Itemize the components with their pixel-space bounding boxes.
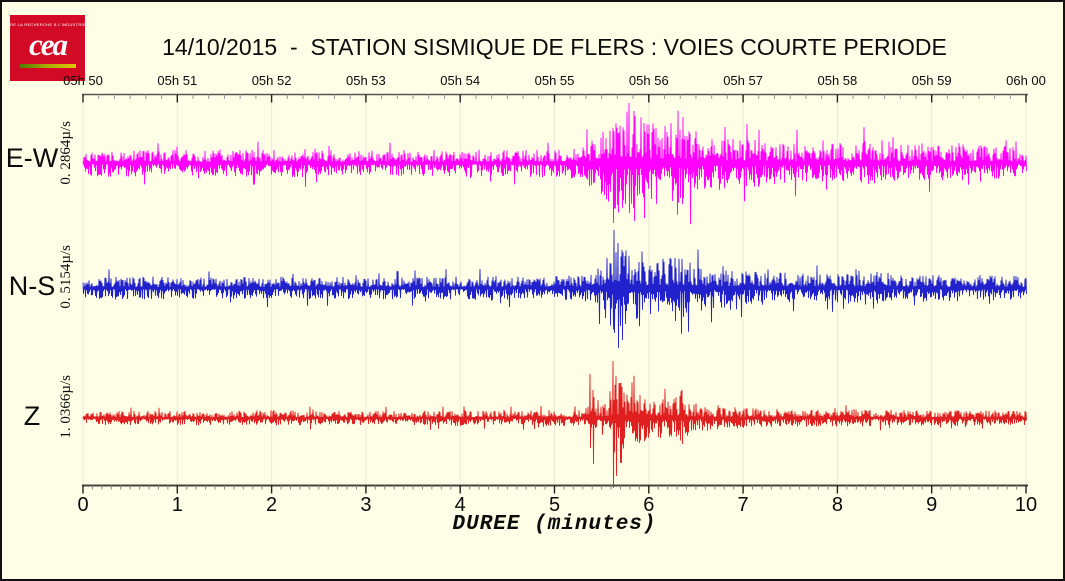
channel-amplitude-ns: 0. 5154µ/s [58,245,74,309]
top-axis-tick-label: 05h 58 [817,73,858,88]
channel-amplitude-ew: 0. 2864µ/s [58,121,74,185]
trace-e-w [82,102,1027,225]
trace-z [82,360,1027,489]
bottom-axis-tick-label: 3 [360,494,372,516]
top-axis-tick-label: 05h 56 [628,73,669,88]
bottom-axis-tick-label: 9 [926,494,938,516]
channel-label-ew: E-W [5,143,59,173]
channel-amplitude-z: 1. 0366µ/s [58,375,74,439]
channel-label-ns: N-S [8,271,56,301]
page-title: 14/10/2015 - STATION SISMIQUE DE FLERS :… [162,34,947,60]
top-axis-tick-label: 05h 54 [440,73,481,88]
channel-label-z: Z [23,401,41,431]
top-axis-tick-label: 05h 57 [723,73,763,88]
top-axis-tick-label: 05h 53 [346,73,386,88]
bottom-axis-tick-label: 6 [643,494,655,516]
top-axis-tick-label: 05h 50 [63,73,103,88]
top-axis-tick-label: 05h 59 [911,73,952,88]
cea-logo: DE LA RECHERCHE À L'INDUSTRIE cea [10,15,85,81]
top-axis-tick-label: 06h 00 [1006,73,1046,88]
bottom-axis-tick-label: 2 [266,494,278,516]
cea-logo-underline [19,64,76,68]
bottom-axis-tick-label: 4 [454,494,466,516]
bottom-axis-tick-label: 7 [737,494,749,516]
top-axis-tick-label: 05h 55 [534,73,575,88]
bottom-axis-tick-label: 5 [548,494,561,516]
top-axis-tick-label: 05h 52 [251,73,292,88]
bottom-axis-tick-label: 0 [77,494,89,516]
top-axis-tick-label: 05h 51 [157,73,198,88]
trace-n-s [82,229,1027,349]
cea-logo-tagline: DE LA RECHERCHE À L'INDUSTRIE [10,22,85,27]
bottom-axis-tick-label: 8 [831,494,843,516]
bottom-axis-tick-label: 10 [1014,494,1038,516]
cea-logo-text: cea [28,27,68,62]
bottom-axis-tick-label: 1 [171,494,183,516]
x-axis-label: DUREE (minutes) [452,513,657,536]
